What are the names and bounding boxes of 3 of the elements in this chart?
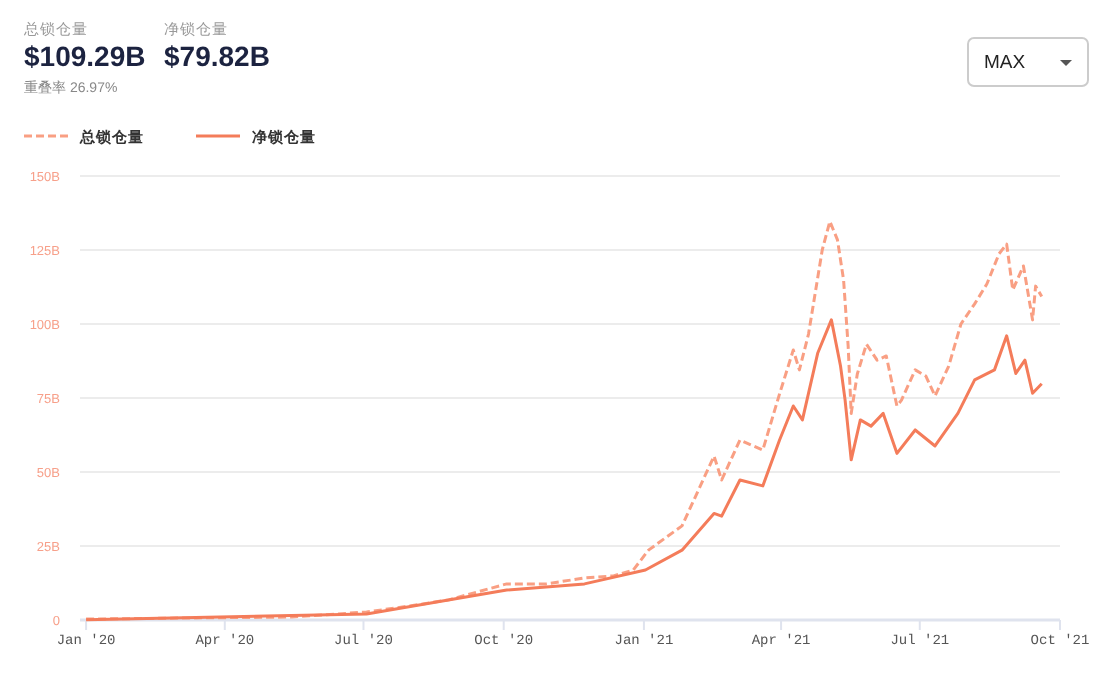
text: $79.82B	[164, 40, 270, 72]
text: MAX	[984, 52, 1027, 74]
text: $109.29B	[24, 40, 146, 72]
